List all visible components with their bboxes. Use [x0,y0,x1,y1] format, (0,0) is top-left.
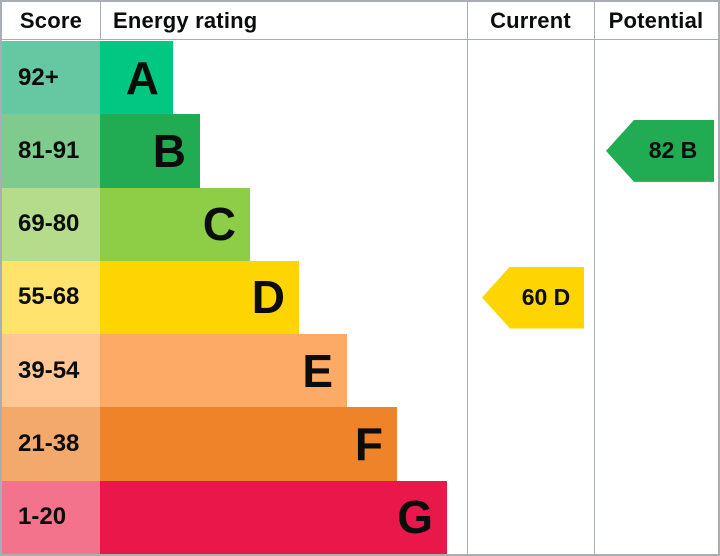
header-current: Current [490,7,571,33]
score-range-a: 92+ [2,41,100,115]
band-rows: 92+ A 81-91 B 69-80 C 55-68 D 39-54 E 21-38 F 1-20 G [2,41,718,554]
score-range-c: 69-80 [2,187,100,261]
score-range-e: 39-54 [2,334,100,408]
score-range-f: 21-38 [2,407,100,481]
band-bar-c: C [100,187,250,261]
header-potential: Potential [608,7,704,33]
chart-header: Score Energy rating Current Potential [2,2,718,40]
band-bar-a: A [100,41,173,115]
band-row-e: 39-54 E [2,334,718,408]
band-row-c: 69-80 C [2,187,718,261]
header-energy-rating: Energy rating [100,2,467,39]
band-bar-g: G [100,480,447,554]
band-row-g: 1-20 G [2,480,718,554]
band-bar-d: D [100,260,299,335]
band-row-d: 55-68 D [2,260,718,335]
score-range-g: 1-20 [2,480,100,554]
potential-rating-label: 82 B [648,137,698,164]
header-score: Score [19,7,83,33]
band-bar-f: F [100,407,397,481]
band-bar-b: B [100,114,200,188]
score-range-d: 55-68 [2,260,100,335]
band-row-a: 92+ A [2,41,718,115]
score-range-b: 81-91 [2,114,100,188]
potential-column-divider [594,2,595,554]
band-row-f: 21-38 F [2,407,718,481]
current-rating-label: 60 D [521,284,571,310]
band-row-b: 81-91 B [2,114,718,188]
band-bar-e: E [100,334,347,408]
current-column-divider [467,2,468,554]
